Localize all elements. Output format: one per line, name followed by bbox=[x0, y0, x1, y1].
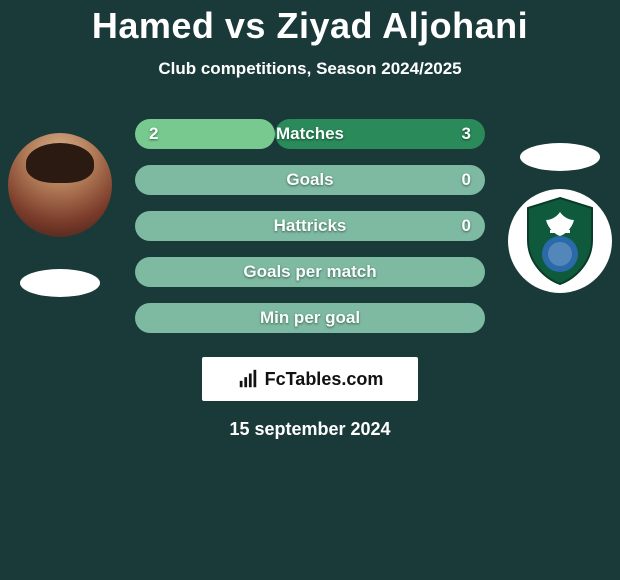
stat-row-goals-per-match: Goals per match bbox=[135, 257, 485, 287]
page-title: Hamed vs Ziyad Aljohani bbox=[0, 5, 620, 47]
stat-label: Goals per match bbox=[243, 262, 376, 282]
stat-right-value: 3 bbox=[462, 124, 471, 144]
stat-label: Matches bbox=[276, 124, 344, 144]
stat-label: Goals bbox=[286, 170, 333, 190]
brand-badge: FcTables.com bbox=[202, 357, 418, 401]
infographic-root: Hamed vs Ziyad Aljohani Club competition… bbox=[0, 0, 620, 440]
stat-label: Min per goal bbox=[260, 308, 360, 328]
player1-flag bbox=[20, 269, 100, 297]
date-text: 15 september 2024 bbox=[0, 419, 620, 440]
player1-avatar bbox=[8, 133, 112, 237]
comparison-stage: 2 Matches 3 Goals 0 Hattricks 0 Goals pe… bbox=[0, 119, 620, 440]
stat-right-value: 0 bbox=[462, 170, 471, 190]
stat-row-goals: Goals 0 bbox=[135, 165, 485, 195]
stat-right-value: 0 bbox=[462, 216, 471, 236]
player2-flag bbox=[520, 143, 600, 171]
stat-row-hattricks: Hattricks 0 bbox=[135, 211, 485, 241]
player2-avatar bbox=[508, 189, 612, 293]
stats-rows: 2 Matches 3 Goals 0 Hattricks 0 Goals pe… bbox=[135, 119, 485, 333]
stat-row-matches: 2 Matches 3 bbox=[135, 119, 485, 149]
subtitle: Club competitions, Season 2024/2025 bbox=[0, 59, 620, 79]
stat-label: Hattricks bbox=[274, 216, 347, 236]
club-crest-icon bbox=[520, 196, 600, 286]
brand-text: FcTables.com bbox=[265, 369, 384, 390]
chart-icon bbox=[237, 368, 259, 390]
stat-row-min-per-goal: Min per goal bbox=[135, 303, 485, 333]
stat-left-value: 2 bbox=[149, 124, 158, 144]
